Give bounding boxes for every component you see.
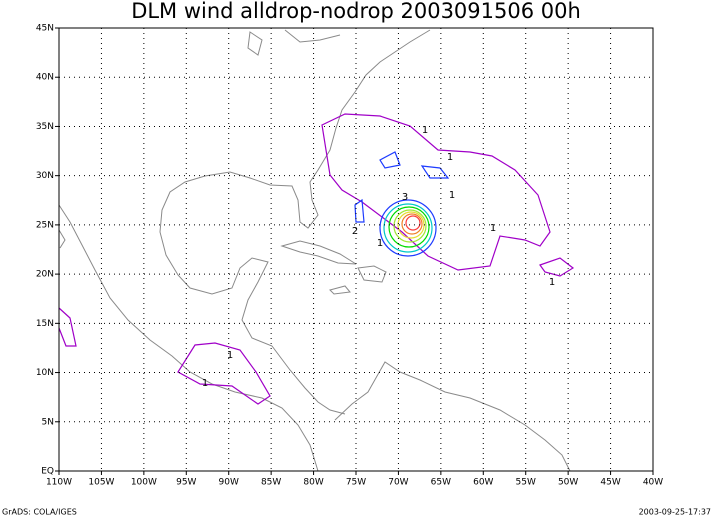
contour-label: 1	[549, 277, 555, 288]
contour-label: 3	[402, 192, 408, 203]
x-tick-label: 70W	[388, 478, 408, 488]
contour-line	[379, 199, 437, 257]
x-tick-label: 100W	[131, 478, 157, 488]
x-tick-label: 45W	[600, 478, 620, 488]
contours: 1 1 1 1 1 1 1 1 2 3	[58, 113, 575, 405]
contour-line	[379, 151, 401, 169]
plot-frame	[58, 27, 654, 472]
contour-label: 1	[202, 378, 208, 389]
coastlines	[58, 29, 571, 472]
y-tick-label: 15N	[36, 319, 54, 329]
x-tick-label: 55W	[516, 478, 536, 488]
contour-line	[393, 209, 427, 243]
contour-label: 1	[422, 125, 428, 136]
y-tick-label: 20N	[36, 270, 54, 280]
contour-line	[58, 307, 77, 347]
x-tick-label: 50W	[558, 478, 578, 488]
y-tick-label: EQ	[41, 467, 54, 477]
contour-line	[383, 203, 433, 253]
contour-line	[354, 198, 365, 223]
y-tick-label: 25N	[36, 220, 54, 230]
y-tick-label: 35N	[36, 122, 54, 132]
contour-line	[539, 257, 575, 277]
contour-label: 2	[352, 226, 358, 237]
contour-label: 1	[449, 190, 455, 201]
y-tick-label: 5N	[42, 417, 54, 427]
contour-line	[401, 213, 423, 235]
x-tick-label: 90W	[219, 478, 239, 488]
contour-line	[321, 113, 551, 271]
x-tick-label: 65W	[431, 478, 451, 488]
y-tick-label: 40N	[36, 73, 54, 83]
x-tick-label: 85W	[261, 478, 281, 488]
footer-left: GrADS: COLA/IGES	[2, 508, 77, 517]
contour-label: 1	[447, 152, 453, 163]
contour-label: 1	[377, 238, 383, 249]
contour-label: 1	[227, 350, 233, 361]
map-title: DLM wind alldrop-nodrop 2003091506 00h	[131, 0, 581, 23]
contour-line	[405, 215, 421, 231]
contour-line	[420, 165, 450, 179]
y-tick-label: 30N	[36, 171, 54, 181]
y-tick-label: 10N	[36, 368, 54, 378]
x-tick-label: 75W	[346, 478, 366, 488]
y-tick-label: 45N	[36, 24, 54, 34]
x-tick-label: 105W	[88, 478, 114, 488]
footer-right: 2003-09-25-17:37	[639, 508, 711, 517]
x-tick-label: 80W	[303, 478, 323, 488]
x-tick-label: 40W	[643, 478, 663, 488]
contour-label: 1	[490, 223, 496, 234]
contour-line	[177, 342, 271, 405]
x-tick-label: 60W	[473, 478, 493, 488]
x-tick-label: 110W	[46, 478, 72, 488]
contour-line	[388, 206, 430, 248]
x-tick-label: 95W	[176, 478, 196, 488]
